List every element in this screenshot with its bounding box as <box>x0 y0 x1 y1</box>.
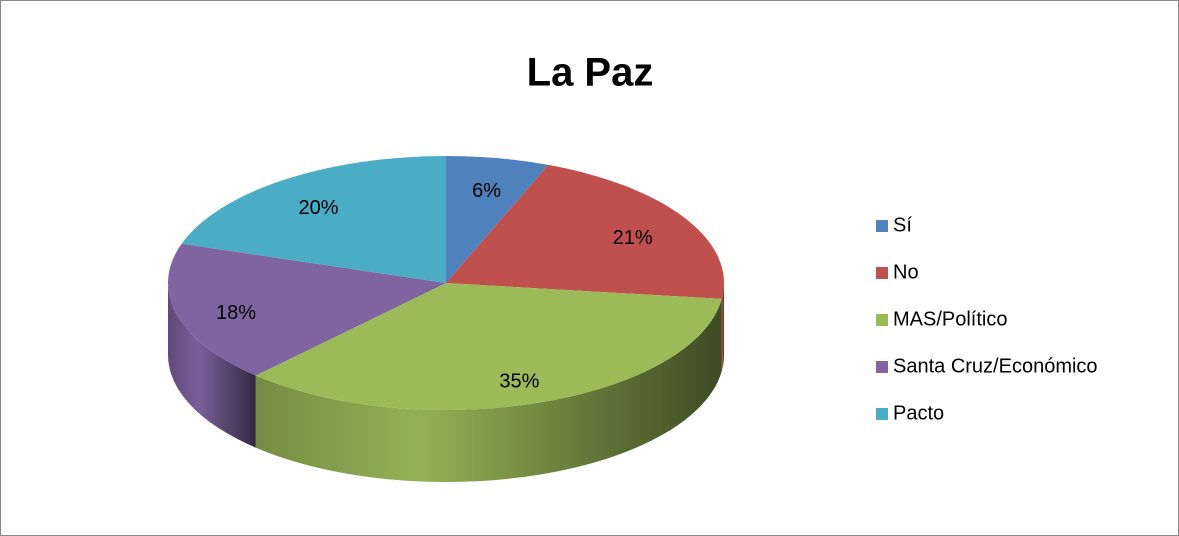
slice <box>168 243 447 376</box>
data-label: 18% <box>216 302 256 324</box>
legend-swatch <box>876 361 888 373</box>
slice-side-shade <box>255 298 722 482</box>
slice <box>446 156 549 283</box>
legend-swatch <box>876 220 888 232</box>
data-label: 20% <box>299 197 339 219</box>
legend-label: Sí <box>893 214 912 236</box>
legend-label: Santa Cruz/Económico <box>893 355 1098 377</box>
data-label: 6% <box>472 180 501 202</box>
slice <box>181 156 446 283</box>
legend-label: MAS/Político <box>893 308 1007 330</box>
data-label: 21% <box>613 227 653 249</box>
slice <box>446 164 724 299</box>
slice-side-shade <box>168 283 256 448</box>
legend-label: Pacto <box>893 402 944 424</box>
slice-side-shade <box>721 283 724 371</box>
legend-swatch <box>876 408 888 420</box>
legend-swatch <box>876 267 888 279</box>
slice <box>255 283 722 410</box>
chart-title: La Paz <box>527 51 654 95</box>
data-label: 35% <box>499 370 539 392</box>
legend-label: No <box>893 261 919 283</box>
legend-swatch <box>876 314 888 326</box>
